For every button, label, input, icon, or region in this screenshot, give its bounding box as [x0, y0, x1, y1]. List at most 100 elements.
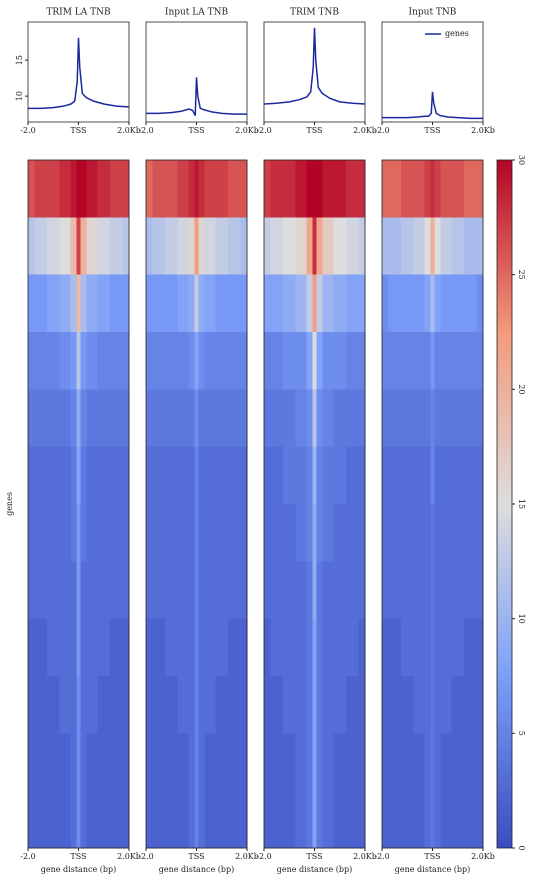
heatmap-cell — [146, 790, 153, 849]
heatmap-cell — [28, 561, 35, 620]
heatmap-cell — [215, 561, 229, 620]
heatmap-cell — [110, 618, 124, 677]
heatmap-cell — [164, 274, 178, 333]
heatmap-cell — [451, 389, 465, 448]
heatmap-cell — [400, 274, 414, 333]
heatmap-cell — [400, 446, 414, 505]
heatmap-cell — [282, 274, 296, 333]
heatmap-cell — [177, 389, 189, 448]
heatmap-cell — [152, 504, 166, 562]
heatmap-cell — [97, 217, 111, 276]
heatmap-cell — [358, 504, 366, 562]
heatmap-cell — [204, 504, 216, 562]
heatmap-cell — [476, 618, 484, 677]
heatmap-cell — [59, 504, 71, 562]
x-tick-label: TSS — [424, 852, 440, 861]
heatmap-cell — [306, 160, 314, 218]
heatmap-cell — [194, 561, 199, 620]
heatmap-cell — [476, 389, 484, 448]
heatmap-cell — [295, 790, 307, 849]
heatmap-cell — [110, 504, 124, 562]
heatmap-cell — [198, 274, 206, 333]
heatmap-cell — [464, 504, 478, 562]
heatmap-cell — [228, 389, 242, 448]
heatmap-cell — [312, 561, 317, 620]
colorbar-tick-label: 25 — [517, 270, 526, 280]
x-tick-label: TSS — [188, 126, 204, 135]
heatmap-cell — [228, 160, 242, 218]
heatmap-cell — [46, 733, 60, 792]
heatmap-cell — [382, 332, 389, 390]
heatmap-cell — [204, 618, 216, 677]
heatmap-cell — [110, 676, 124, 734]
heatmap-cell — [424, 561, 432, 620]
heatmap-cell — [264, 160, 271, 218]
heatmap-cell — [228, 504, 242, 562]
heatmap-cell — [413, 217, 425, 276]
heatmap-cell — [476, 160, 484, 218]
heatmap-cell — [382, 446, 389, 505]
heatmap-cell — [434, 160, 442, 218]
heatmap-cell — [295, 274, 307, 333]
heatmap-cell — [346, 790, 360, 849]
heatmap-cell — [295, 446, 307, 505]
x-tick-label: 2.0Kb — [235, 852, 259, 861]
heatmap-cell — [312, 733, 317, 792]
heatmap-cell — [228, 217, 242, 276]
x-tick-label: TSS — [188, 852, 204, 861]
plot-frame — [27, 21, 130, 123]
heatmap-cell — [388, 676, 402, 734]
heatmap-cell — [413, 561, 425, 620]
heatmap-cell — [34, 332, 48, 390]
heatmap-cell — [346, 733, 360, 792]
heatmap-cell — [451, 618, 465, 677]
heatmap-cell — [282, 446, 296, 505]
heatmap-cell — [400, 160, 414, 218]
heatmap-cell — [424, 446, 432, 505]
heatmap-cell — [240, 217, 248, 276]
heatmap-cell — [306, 274, 314, 333]
heatmap-cell — [424, 274, 432, 333]
heatmap-cell — [59, 733, 71, 792]
heatmap-cell — [177, 332, 189, 390]
heatmap-cell — [424, 389, 432, 448]
heatmap-cell — [424, 733, 432, 792]
heatmap-cell — [346, 561, 360, 620]
heatmap-cell — [413, 160, 425, 218]
heatmap-cell — [228, 332, 242, 390]
heatmap-cell — [198, 618, 206, 677]
heatmap-cell — [430, 790, 435, 849]
heatmap-cell — [177, 790, 189, 849]
heatmap-cell — [80, 504, 88, 562]
heatmap-cell — [333, 504, 347, 562]
heatmap-cell — [358, 733, 366, 792]
heatmap-cell — [270, 733, 284, 792]
heatmap-cell — [188, 389, 196, 448]
heatmap-cell — [440, 790, 452, 849]
panel-title: TRIM TNB — [290, 8, 339, 18]
heatmap-cell — [198, 389, 206, 448]
heatmap-cell — [440, 618, 452, 677]
heatmap-cell — [476, 217, 484, 276]
heatmap-cell — [59, 446, 71, 505]
heatmap — [146, 160, 248, 849]
heatmap-cell — [413, 676, 425, 734]
heatmap-cell — [97, 733, 111, 792]
heatmap-cell — [451, 676, 465, 734]
heatmap-cell — [34, 733, 48, 792]
heatmap-cell — [204, 446, 216, 505]
heatmap-cell — [346, 618, 360, 677]
heatmap-cell — [76, 274, 81, 333]
heatmap-cell — [86, 217, 98, 276]
heatmap-cell — [451, 790, 465, 849]
heatmap-cell — [282, 160, 296, 218]
heatmap-cell — [382, 160, 389, 218]
heatmap-cell — [346, 389, 360, 448]
x-tick-label: -2.0 — [138, 126, 153, 135]
heatmap-cell — [86, 274, 98, 333]
heatmap-cell — [110, 790, 124, 849]
heatmap-cell — [400, 790, 414, 849]
heatmap-cell — [388, 790, 402, 849]
heatmap-cell — [194, 676, 199, 734]
